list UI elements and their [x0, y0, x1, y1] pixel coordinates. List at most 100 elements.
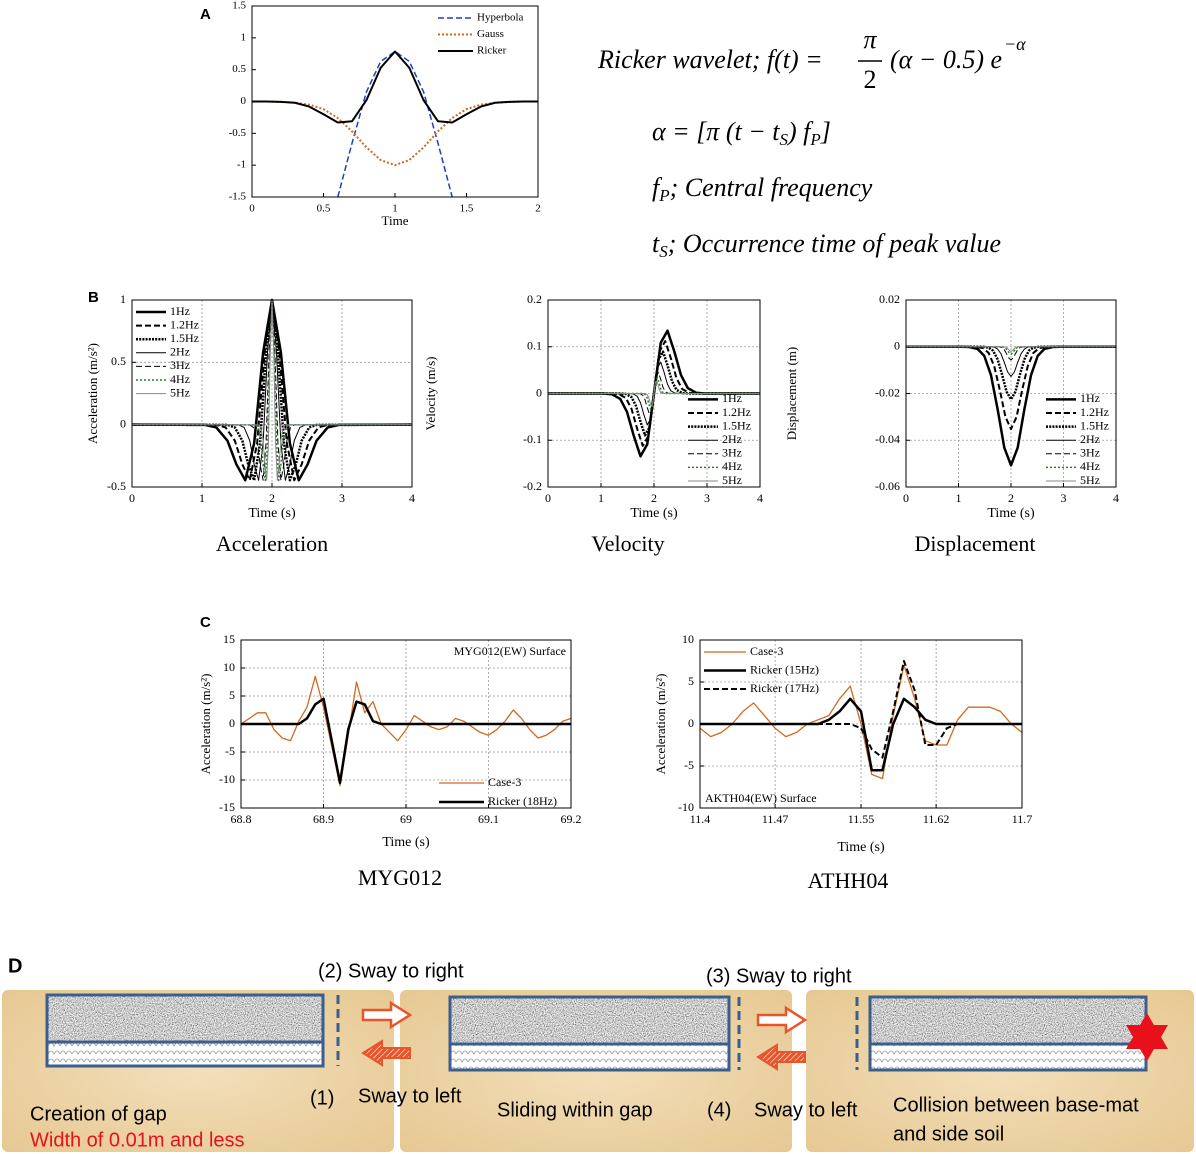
legend-label: 3Hz	[1080, 446, 1100, 460]
legend-label: Ricker (18Hz)	[488, 794, 557, 808]
equation: −α	[1004, 34, 1026, 54]
caption: Velocity	[591, 531, 664, 556]
x-tick-label: 69.1	[478, 812, 499, 826]
x-tick-label: 0.5	[317, 203, 331, 215]
caption: MYG012	[358, 865, 442, 890]
y-tick-label: -1.5	[229, 191, 247, 203]
y-axis-label: Velocity (m/s)	[423, 356, 438, 430]
series-line	[241, 697, 571, 785]
equation: (α − 0.5) e	[890, 45, 1002, 74]
legend-label: 1Hz	[722, 391, 742, 405]
x-tick-label: 2	[535, 203, 541, 215]
legend-label: 1.2Hz	[722, 405, 751, 419]
x-tick-label: 0	[129, 491, 135, 505]
y-tick-label: 5	[688, 674, 694, 688]
x-tick-label: 1	[199, 491, 205, 505]
x-tick-label: 4	[409, 491, 415, 505]
series-line	[700, 660, 1022, 759]
panel-label: C	[200, 614, 211, 631]
y-tick-label: 0	[536, 385, 542, 399]
base-mat	[450, 1044, 729, 1070]
series-line	[251, 50, 539, 124]
eq-part: ) f	[786, 117, 814, 146]
x-axis-label: Time	[382, 213, 409, 228]
legend-label: 1.2Hz	[170, 317, 199, 331]
legend-label: 1Hz	[170, 304, 190, 318]
diagram: D (2) Sway to right (3) Sway to right Cr…	[2, 955, 1194, 1152]
plot-frame	[905, 299, 1117, 488]
legend-label: 5Hz	[1080, 473, 1100, 487]
plot-frame	[699, 639, 1023, 809]
y-tick-label: 0	[229, 716, 235, 730]
panel-label: D	[8, 955, 22, 977]
equation: α = [π (t − tS) fP]	[652, 117, 831, 149]
outline	[448, 995, 731, 1072]
equation: Ricker wavelet; f(t) =	[597, 45, 823, 74]
x-tick-label: 11.62	[923, 812, 950, 826]
x-tick-label: 1.5	[460, 203, 474, 215]
y-tick-label: 0.1	[527, 339, 542, 353]
collision-star	[1126, 1013, 1168, 1061]
series-line	[240, 675, 572, 787]
plot-frame	[547, 299, 761, 488]
series-line	[906, 346, 1116, 352]
y-tick-label: -0.06	[875, 479, 900, 493]
legend-label: 1.5Hz	[1080, 418, 1109, 432]
panel-label: B	[88, 289, 99, 306]
caption: Acceleration	[216, 531, 328, 556]
eq-sub: P	[809, 130, 820, 149]
x-tick-label: 69	[400, 812, 412, 826]
series-line	[337, 50, 453, 198]
x-tick-label: 3	[704, 491, 710, 505]
legend-label: 4Hz	[722, 459, 742, 473]
x-tick-label: 1	[392, 203, 398, 215]
legend-label: Ricker	[477, 45, 507, 57]
y-axis-label: Acceleration (m/s²)	[198, 674, 213, 775]
diagram-text: Sway to left	[754, 1099, 858, 1121]
equation: π	[863, 25, 877, 54]
legend-label: Ricker (17Hz)	[750, 681, 819, 695]
legend-label: 3Hz	[170, 358, 190, 372]
legend-label: 4Hz	[170, 372, 190, 386]
y-axis-label: Acceleration (m/s²)	[653, 674, 668, 775]
eq-part: ]	[820, 117, 831, 146]
structure	[47, 995, 323, 1042]
diagram-text: (3) Sway to right	[706, 965, 852, 987]
annotation: AKTH04(EW) Surface	[705, 791, 817, 805]
x-tick-label: 69.2	[561, 812, 582, 826]
caption: ATHH04	[808, 868, 889, 893]
eq-part: ; Occurrence time of peak value	[668, 229, 1001, 258]
legend-label: Hyperbola	[477, 12, 524, 24]
eq-part: ; Central frequency	[670, 173, 873, 202]
diagram-text: and side soil	[893, 1123, 1004, 1145]
legend-label: 2Hz	[170, 345, 190, 359]
y-tick-label: 0.2	[527, 292, 542, 306]
x-tick-label: 4	[757, 491, 763, 505]
y-tick-label: -0.04	[875, 432, 900, 446]
structure	[450, 997, 729, 1044]
series-line	[906, 345, 1116, 467]
equation: tS; Occurrence time of peak value	[652, 229, 1001, 261]
arrow-left	[756, 1043, 806, 1071]
legend-label: 5Hz	[722, 473, 742, 487]
outline	[45, 993, 325, 1068]
legend-label: Case-3	[750, 644, 783, 658]
y-tick-label: 5	[229, 688, 235, 702]
y-tick-label: 0.5	[232, 63, 246, 75]
legend-label: 1.2Hz	[1080, 405, 1109, 419]
eq-sub: S	[659, 242, 668, 261]
y-tick-label: 10	[682, 632, 694, 646]
y-tick-label: 0.5	[111, 354, 126, 368]
diagram-text: Width of 0.01m and less	[30, 1129, 245, 1151]
y-tick-label: 15	[223, 632, 235, 646]
eq-sub: S	[780, 130, 789, 149]
x-tick-label: 11.7	[1012, 812, 1033, 826]
y-axis-label: Acceleration (m/s²)	[85, 343, 100, 444]
x-tick-label: 68.8	[231, 812, 252, 826]
diagram-text: Collision between base-mat	[893, 1094, 1139, 1116]
plot-frame	[240, 639, 572, 809]
y-tick-label: -1	[237, 159, 246, 171]
legend-label: Gauss	[477, 28, 504, 40]
diagram-text: (2) Sway to right	[318, 960, 464, 982]
